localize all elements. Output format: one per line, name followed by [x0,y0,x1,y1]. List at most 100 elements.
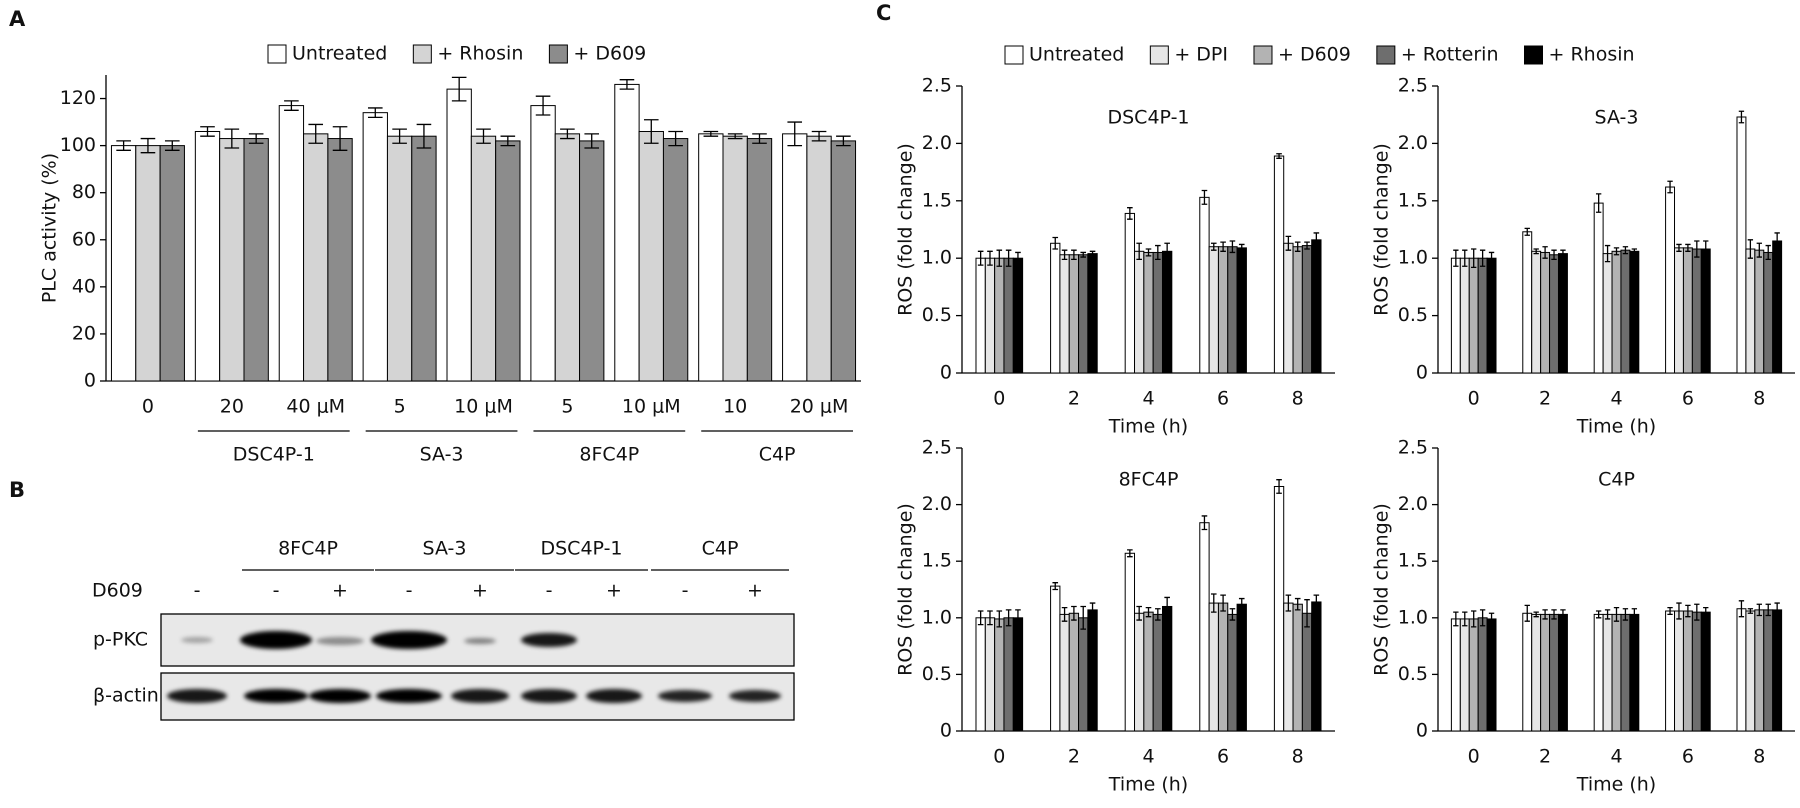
error-bar [1551,249,1557,260]
lane-mark: - [406,580,413,602]
lane-mark: + [747,580,763,602]
error-bar [1479,609,1486,627]
error-bar [1738,600,1745,618]
error-bar [116,140,131,151]
bar [1143,611,1154,732]
legend-swatch [1524,45,1543,65]
error-bar [476,128,491,144]
bar [446,88,472,382]
bar [1736,116,1747,374]
error-bar [1201,515,1208,531]
error-bar [1703,240,1709,258]
x-tick-label: 8 [1292,388,1304,410]
bar [1311,239,1322,374]
band [240,631,312,649]
row-label: p-PKC [93,629,148,651]
x-axis-label: Time (h) [1108,416,1188,438]
bar [1593,613,1604,732]
bar [1199,196,1210,374]
lane-mark: + [332,580,348,602]
panel-label: A [9,7,26,31]
bar [362,112,388,382]
bar [495,140,521,382]
y-tick-label: 0.5 [1398,663,1428,685]
x-tick-label: 0 [993,388,1005,410]
error-bar [1313,232,1320,248]
bar [662,138,689,382]
x-tick-label: 6 [1682,388,1694,410]
x-tick-label: 4 [1142,746,1154,768]
bar [219,138,245,382]
error-bar [1164,242,1170,260]
bar [1450,618,1461,732]
bar [1143,251,1154,374]
bar [1691,248,1702,374]
lane-mark: + [606,580,622,602]
legend-swatch [548,44,568,64]
bar [554,133,581,382]
error-bar [332,126,348,151]
error-bar [1238,597,1245,611]
error-bar [1285,594,1292,612]
bar [1059,254,1070,374]
y-tick-label: 1.5 [1398,550,1428,572]
bar [1754,249,1765,374]
bar [1301,245,1313,374]
legend-swatch [1149,45,1169,65]
bar [1152,613,1163,732]
error-bar [451,76,467,102]
bar [698,133,724,382]
bar [1629,250,1640,374]
band [658,690,712,702]
error-bar [1488,612,1495,626]
bar [1593,202,1604,374]
bar [614,83,640,382]
band [376,689,442,703]
legend-swatch [1376,45,1396,65]
error-bar [392,128,407,144]
subplot-title: C4P [1598,469,1635,491]
error-bar [1164,596,1170,617]
error-bar [1015,251,1021,265]
error-bar [1052,582,1059,591]
legend-label: + D609 [1278,44,1351,66]
error-bar [752,133,767,144]
bar [1763,609,1774,732]
error-bar [1631,608,1638,621]
bar [1078,617,1089,732]
y-axis-label: PLC activity (%) [39,153,61,303]
band [167,689,227,703]
bar [1301,612,1313,732]
panel-label: B [9,478,25,502]
error-bar [1127,549,1133,558]
error-bar [560,128,575,140]
bar [243,138,269,382]
error-bar [1313,594,1320,610]
bar [159,145,185,382]
bar [579,140,605,382]
bar [1674,610,1684,732]
band [451,689,509,703]
band [521,689,577,703]
bar [1217,246,1229,374]
group-label: SA-3 [420,444,464,466]
error-bar [367,107,383,119]
legend-label: Untreated [1029,44,1124,66]
subplot-title: DSC4P-1 [1107,107,1189,129]
y-tick-label: 1.5 [1398,189,1428,211]
y-tick-label: 0 [1416,720,1428,742]
legend-swatch [412,44,432,64]
error-bar [248,133,264,144]
bar [411,135,437,382]
error-bar [1604,244,1611,263]
error-bar [1774,232,1780,250]
lane-mark: + [472,580,488,602]
error-bar [1622,608,1629,621]
error-bar [1080,605,1087,630]
y-tick-label: 20 [72,322,96,344]
lane-mark: - [546,580,553,602]
error-bar [1462,249,1468,267]
error-bar [619,79,635,90]
bar [1557,253,1568,374]
error-bar [200,126,215,137]
